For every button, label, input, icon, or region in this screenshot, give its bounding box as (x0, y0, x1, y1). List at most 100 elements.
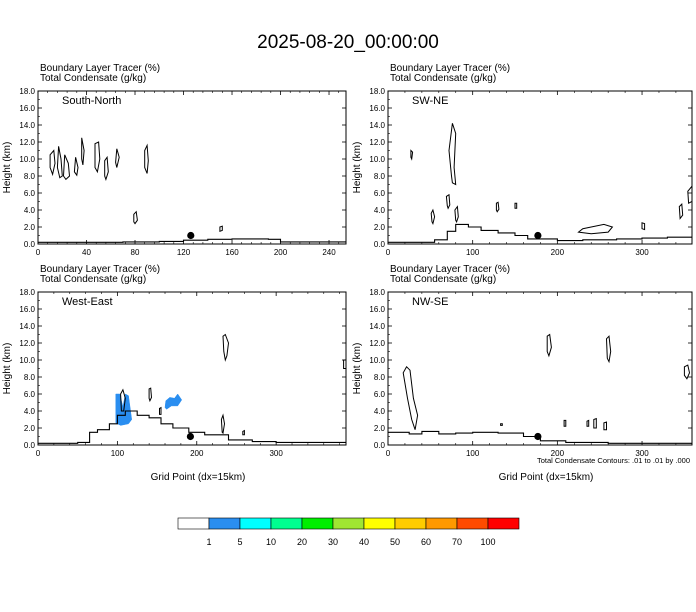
x-tick-label: 0 (386, 449, 391, 458)
colorbar-label: 5 (237, 537, 242, 547)
y-tick-label: 16.0 (19, 104, 35, 113)
colorbar-swatch (363, 517, 396, 530)
colorbar-label: 40 (359, 537, 369, 547)
y-tick-label: 6.0 (24, 189, 36, 198)
panel-sw-ne: Boundary Layer Tracer (%)Total Condensat… (352, 63, 693, 257)
colorbar-label: 50 (390, 537, 400, 547)
contour-footnote: Total Condensate Contours: .01 to .01 by… (537, 456, 690, 465)
y-tick-label: 18.0 (19, 87, 35, 96)
y-tick-label: 2.0 (24, 424, 36, 433)
x-tick-label: 100 (466, 449, 480, 458)
condensate-contour (81, 137, 85, 165)
x-tick-label: 200 (551, 449, 565, 458)
condensate-contour (563, 419, 567, 427)
condensate-contour (687, 185, 692, 204)
condensate-contour (104, 155, 109, 181)
y-tick-label: 2.0 (374, 223, 386, 232)
terrain-line (38, 238, 346, 243)
panel-name: NW-SE (412, 296, 448, 308)
plot-area (388, 123, 692, 243)
y-tick-label: 14.0 (19, 322, 35, 331)
x-tick-label: 0 (36, 449, 41, 458)
panel-south-north: Boundary Layer Tracer (%)Total Condensat… (2, 63, 347, 257)
y-tick-label: 14.0 (369, 121, 385, 130)
condensate-contour (115, 148, 120, 168)
x-tick-label: 300 (635, 248, 649, 257)
y-tick-label: 12.0 (369, 138, 385, 147)
x-tick-label: 100 (111, 449, 125, 458)
plot-frame (387, 291, 693, 446)
colorbar-label: 70 (452, 537, 462, 547)
terrain-line (388, 223, 692, 243)
y-tick-label: 0.0 (24, 240, 36, 249)
condensate-contour (159, 406, 162, 415)
colorbar-swatch (208, 517, 241, 530)
panel-name: West-East (62, 296, 113, 308)
condensate-contour (133, 210, 138, 225)
y-tick-label: 6.0 (374, 390, 386, 399)
y-tick-label: 12.0 (369, 339, 385, 348)
condensate-contour (49, 149, 56, 177)
colorbar-label: 10 (266, 537, 276, 547)
y-tick-label: 10.0 (369, 356, 385, 365)
condensate-contour (514, 202, 518, 209)
colorbar-swatch (425, 517, 458, 530)
y-tick-label: 0.0 (24, 441, 36, 450)
y-tick-label: 4.0 (24, 206, 36, 215)
y-tick-label: 18.0 (19, 288, 35, 297)
x-tick-label: 0 (386, 248, 391, 257)
y-tick-label: 8.0 (24, 373, 36, 382)
panel-west-east: Boundary Layer Tracer (%)Total Condensat… (2, 264, 347, 483)
panel-header-line: Boundary Layer Tracer (%) (40, 63, 160, 74)
y-tick-label: 8.0 (374, 373, 386, 382)
y-axis-label: Height (km) (2, 142, 13, 194)
x-tick-label: 300 (635, 449, 649, 458)
condensate-contour (410, 149, 414, 161)
y-tick-label: 10.0 (369, 155, 385, 164)
colorbar-label: 20 (297, 537, 307, 547)
x-tick-label: 300 (269, 449, 283, 458)
panel-name: SW-NE (412, 95, 448, 107)
condensate-contour (242, 429, 245, 436)
y-tick-label: 4.0 (374, 206, 386, 215)
y-tick-label: 0.0 (374, 240, 386, 249)
y-tick-label: 16.0 (19, 305, 35, 314)
colorbar-label: 30 (328, 537, 338, 547)
condensate-contour (222, 333, 230, 362)
colorbar-label: 100 (480, 537, 495, 547)
condensate-contour (56, 146, 63, 179)
location-marker (186, 432, 195, 441)
condensate-contour (577, 223, 614, 235)
figure-title: 2025-08-20_00:00:00 (257, 32, 439, 53)
y-tick-label: 12.0 (19, 339, 35, 348)
y-tick-label: 8.0 (24, 172, 36, 181)
y-axis-label: Height (km) (352, 142, 363, 194)
location-marker (187, 231, 195, 240)
panel-name: South-North (62, 95, 121, 107)
condensate-contour (593, 417, 597, 429)
y-tick-label: 14.0 (369, 322, 385, 331)
y-tick-label: 6.0 (374, 189, 386, 198)
location-marker (534, 432, 542, 441)
y-tick-label: 10.0 (19, 356, 35, 365)
y-tick-label: 8.0 (374, 172, 386, 181)
y-tick-label: 18.0 (369, 87, 385, 96)
x-axis-label: Grid Point (dx=15km) (151, 472, 246, 483)
condensate-contour (605, 335, 612, 364)
panel-header-line: Boundary Layer Tracer (%) (390, 264, 510, 275)
colorbar-swatch (394, 517, 427, 530)
plot-area (38, 137, 346, 243)
colorbar: 1 5 10 20 30 40 50 60 70 100 (177, 517, 520, 547)
x-tick-label: 100 (466, 248, 480, 257)
plot-frame (37, 291, 347, 446)
x-tick-label: 0 (36, 248, 41, 257)
colorbar-swatch (239, 517, 272, 530)
condensate-contour (219, 225, 223, 233)
condensate-contour (683, 364, 691, 380)
colorbar-swatch (456, 517, 489, 530)
condensate-contour (73, 157, 79, 177)
condensate-contour (148, 387, 153, 403)
condensate-contour (445, 193, 451, 210)
y-axis-label: Height (km) (2, 343, 13, 395)
